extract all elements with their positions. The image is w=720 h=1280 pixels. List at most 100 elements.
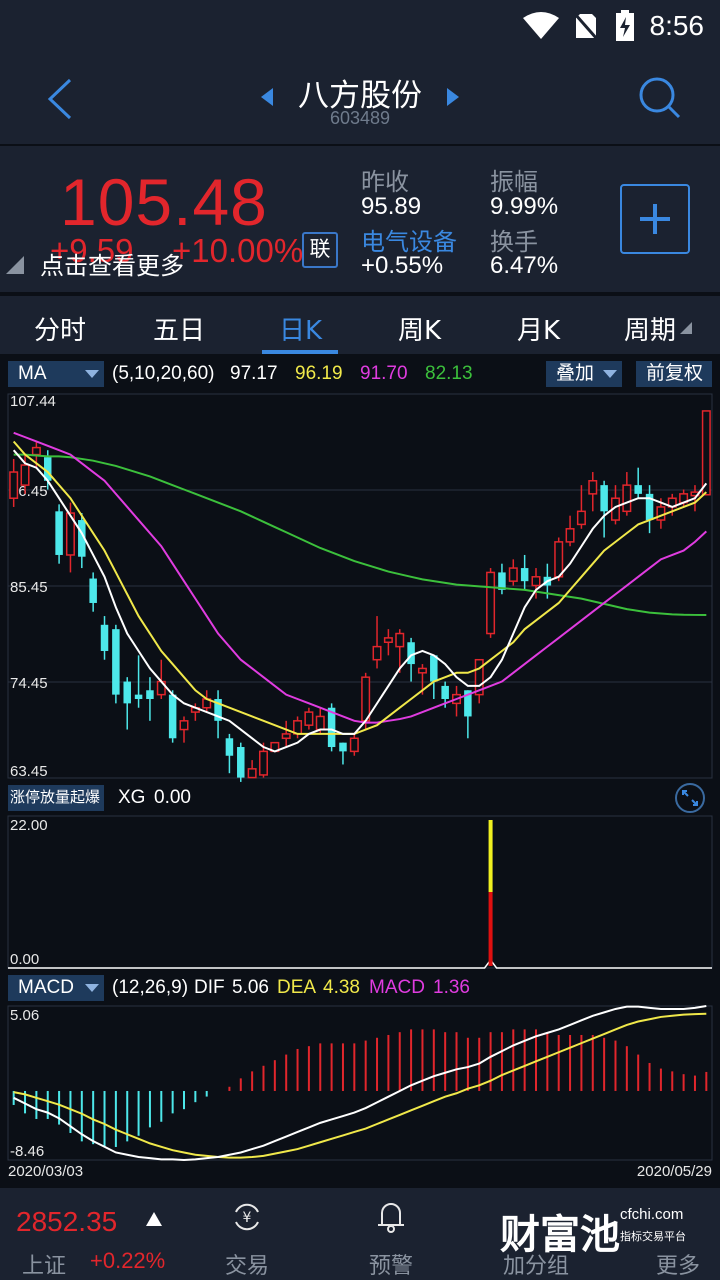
candle-body (20, 464, 30, 486)
candle-body (498, 572, 506, 590)
corner-triangle-icon (6, 256, 24, 274)
bell-icon[interactable] (374, 1198, 408, 1234)
macd-panel-border (7, 1005, 713, 1161)
linked-button[interactable]: 联 (302, 232, 338, 268)
candle-body (247, 768, 257, 779)
macd-label: MACD (369, 977, 425, 998)
price-axis-label: 96.45 (10, 483, 48, 500)
candle-body (600, 485, 608, 512)
add-watchlist-button[interactable] (620, 184, 690, 254)
trade-icon[interactable]: ¥ (230, 1200, 264, 1234)
nav-alert[interactable]: 预警 (368, 1253, 413, 1278)
candle-body (383, 637, 393, 644)
candle-body (645, 493, 654, 521)
xg-panel-border (7, 815, 713, 969)
tab-five-day[interactable]: 五日 (153, 316, 206, 346)
price-axis-label: 107.44 (10, 393, 56, 410)
tab-daily-k[interactable]: 日K (279, 316, 323, 346)
xg-value: 0.00 (154, 787, 191, 808)
ma5-value: 97.17 (230, 363, 278, 384)
more-info-hint[interactable]: 点击查看更多 (40, 253, 184, 280)
macd-selector[interactable]: MACD (8, 975, 104, 1001)
amplitude-value: 9.99% (490, 193, 559, 220)
candle-body (508, 567, 518, 582)
candle-body (430, 655, 438, 682)
candle-body (634, 485, 642, 494)
prev-stock-icon[interactable] (260, 88, 274, 106)
chevron-down-icon (85, 370, 99, 378)
candle-body (89, 578, 97, 603)
kline-chart[interactable]: 107.44 96.45 85.45 74.45 63.45 22.00 0.00 5.06 -… (0, 0, 720, 1188)
index-name: 上证 (22, 1253, 67, 1278)
xg-legend-bar: 涨停放量起爆 XG 0.00 (0, 782, 720, 814)
xg-axis-label: 0.00 (10, 951, 39, 968)
dif-value: 5.06 (232, 977, 269, 998)
tab-weekly-k[interactable]: 周K (398, 316, 442, 346)
ma10-value: 96.19 (295, 363, 343, 384)
search-icon[interactable] (638, 76, 682, 120)
back-icon[interactable] (46, 78, 74, 120)
next-stock-icon[interactable] (446, 88, 460, 106)
candle-body (395, 632, 405, 648)
date-end-label: 2020/05/29 (637, 1163, 712, 1180)
xg-line (8, 958, 712, 969)
candle-body (168, 694, 177, 739)
ma5-line (12, 449, 708, 753)
ma-selector[interactable]: MA (8, 361, 104, 387)
candle-body (134, 694, 143, 700)
ma10-line (12, 440, 708, 735)
nav-more[interactable]: 更多 (655, 1253, 700, 1278)
candle-body (372, 645, 382, 661)
candle-body (554, 541, 564, 578)
dif-line (13, 1005, 707, 1162)
prev-close-label: 昨收 (361, 169, 409, 196)
nav-add-group[interactable]: 加分组 (502, 1253, 569, 1278)
tab-period[interactable]: 周期 (624, 316, 677, 346)
sector-name[interactable]: 电气设备 (361, 229, 457, 256)
macd-params: (12,26,9) (112, 977, 189, 998)
stock-name: 八方股份 (298, 78, 422, 114)
nav-trade[interactable]: 交易 (224, 1253, 269, 1278)
plus-icon (640, 204, 670, 234)
chevron-down-icon (603, 370, 617, 378)
candle-body (258, 750, 268, 776)
candle-body (339, 742, 347, 752)
status-bar: 8:56 (0, 0, 720, 52)
clock: 8:56 (649, 10, 705, 41)
adjust-button[interactable]: 前复权 (636, 361, 712, 387)
price-change-pct: +10.00% (172, 232, 304, 269)
overlay-selector[interactable]: 叠加 (546, 361, 622, 387)
candle-body (78, 520, 86, 557)
candle-body (55, 511, 63, 555)
chevron-down-icon (85, 984, 99, 992)
price-axis-label: 74.45 (10, 675, 48, 692)
battery-charging-icon (616, 10, 634, 41)
turnover-label: 换手 (490, 229, 538, 256)
candle-body (701, 410, 711, 496)
macd-axis-label: 5.06 (10, 1007, 39, 1024)
candle-body (304, 711, 314, 726)
wifi-icon (523, 12, 559, 39)
bottom-bar: 2852.35 上证 +0.22% ¥ 交易 预警 加分组 更多 财富池 cfc… (0, 1188, 720, 1280)
tab-intraday[interactable]: 分时 (34, 316, 87, 346)
candle-body (237, 747, 245, 778)
watermark-subtitle: 指标交易平台 (620, 1231, 686, 1243)
dea-label: DEA (277, 977, 317, 998)
candle-body (656, 506, 666, 521)
svg-text:¥: ¥ (243, 1210, 252, 1226)
candle-body (576, 510, 586, 526)
ma60-line (13, 453, 707, 616)
candle-body (315, 715, 325, 731)
candle-body (146, 690, 154, 700)
candle-body (520, 568, 529, 582)
turnover-value: 6.47% (490, 252, 559, 279)
xg-selector-label: 涨停放量起爆 (10, 789, 101, 806)
candle-body (100, 624, 109, 651)
xg-selector[interactable]: 涨停放量起爆 (8, 785, 104, 811)
tab-monthly-k[interactable]: 月K (517, 316, 561, 346)
watermark-logo: 财富池 (500, 1212, 620, 1258)
fullscreen-icon[interactable] (674, 782, 706, 814)
candle-body (327, 707, 336, 748)
candle-body (214, 699, 222, 721)
index-value[interactable]: 2852.35 (16, 1206, 118, 1237)
